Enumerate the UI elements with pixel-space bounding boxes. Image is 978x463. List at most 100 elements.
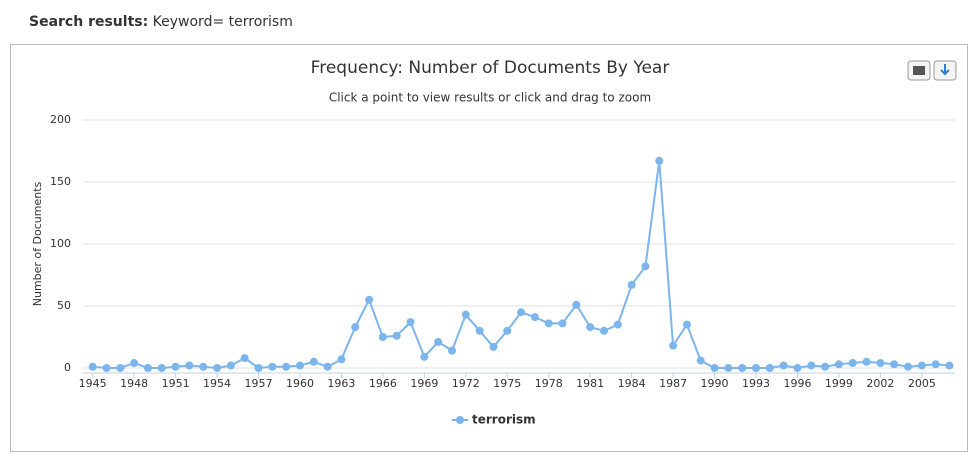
x-tick-label: 1993 <box>742 377 770 390</box>
data-point[interactable] <box>199 362 208 371</box>
data-point[interactable] <box>88 362 97 371</box>
data-point[interactable] <box>599 326 608 335</box>
data-point[interactable] <box>793 364 802 372</box>
data-point[interactable] <box>862 357 871 366</box>
data-point[interactable] <box>876 359 885 368</box>
data-point[interactable] <box>641 262 650 271</box>
y-tick-label: 200 <box>50 113 71 126</box>
data-point[interactable] <box>489 342 498 351</box>
print-button[interactable] <box>907 60 931 81</box>
header-label: Search results: <box>29 14 149 30</box>
data-point[interactable] <box>282 362 291 371</box>
data-point[interactable] <box>309 357 318 366</box>
data-point[interactable] <box>655 156 664 165</box>
data-point[interactable] <box>710 364 719 372</box>
header: Search results: Keyword= terrorism <box>29 14 293 30</box>
x-tick-label: 1963 <box>327 377 355 390</box>
x-tick-label: 2002 <box>866 377 894 390</box>
data-point[interactable] <box>765 364 774 372</box>
data-point[interactable] <box>834 360 843 369</box>
data-point[interactable] <box>475 326 484 335</box>
y-tick-label: 150 <box>50 175 71 188</box>
data-point[interactable] <box>558 319 567 328</box>
data-point[interactable] <box>254 364 263 372</box>
data-point[interactable] <box>821 362 830 371</box>
data-point[interactable] <box>116 364 125 372</box>
legend-label[interactable]: terrorism <box>472 413 536 427</box>
data-point[interactable] <box>945 361 954 370</box>
data-point[interactable] <box>185 361 194 370</box>
data-point[interactable] <box>613 320 622 329</box>
data-point[interactable] <box>696 356 705 365</box>
data-point[interactable] <box>102 364 111 372</box>
data-point[interactable] <box>917 361 926 370</box>
data-point[interactable] <box>724 364 733 372</box>
data-point[interactable] <box>627 280 636 289</box>
x-tick-label: 1975 <box>493 377 521 390</box>
data-point[interactable] <box>420 352 429 361</box>
data-point[interactable] <box>337 355 346 364</box>
x-tick-label: 1999 <box>825 377 853 390</box>
data-point[interactable] <box>904 362 913 371</box>
data-point[interactable] <box>779 361 788 370</box>
x-tick-label: 1966 <box>369 377 397 390</box>
data-point[interactable] <box>931 360 940 369</box>
data-point[interactable] <box>848 359 857 368</box>
data-point[interactable] <box>890 360 899 369</box>
y-axis-label: Number of Documents <box>31 181 44 306</box>
chart-container <box>10 44 968 452</box>
data-point[interactable] <box>530 313 539 322</box>
data-point[interactable] <box>586 323 595 332</box>
y-tick-label: 0 <box>64 361 71 374</box>
y-tick-label: 50 <box>57 299 71 312</box>
x-tick-label: 1987 <box>659 377 687 390</box>
x-tick-label: 1978 <box>535 377 563 390</box>
x-tick-label: 1957 <box>245 377 273 390</box>
legend-marker <box>456 416 464 424</box>
data-point[interactable] <box>738 364 747 372</box>
data-point[interactable] <box>544 319 553 328</box>
data-point[interactable] <box>226 361 235 370</box>
x-tick-label: 1960 <box>286 377 314 390</box>
data-point[interactable] <box>240 354 249 363</box>
data-point[interactable] <box>392 331 401 340</box>
data-point[interactable] <box>351 323 360 332</box>
x-tick-label: 1984 <box>618 377 646 390</box>
data-point[interactable] <box>682 320 691 329</box>
data-point[interactable] <box>268 362 277 371</box>
data-point[interactable] <box>130 359 139 368</box>
x-tick-label: 2005 <box>908 377 936 390</box>
data-point[interactable] <box>752 364 761 372</box>
data-point[interactable] <box>406 318 415 327</box>
data-point[interactable] <box>365 295 374 304</box>
query: Keyword= terrorism <box>152 14 293 30</box>
data-point[interactable] <box>434 337 443 346</box>
data-point[interactable] <box>807 361 816 370</box>
series-line <box>92 160 950 370</box>
download-button[interactable] <box>933 60 957 81</box>
data-point[interactable] <box>572 300 581 309</box>
x-tick-label: 1996 <box>783 377 811 390</box>
data-point[interactable] <box>171 362 180 371</box>
data-point[interactable] <box>517 308 526 317</box>
x-tick-label: 1951 <box>162 377 190 390</box>
data-point[interactable] <box>323 362 332 371</box>
data-point[interactable] <box>503 326 512 335</box>
data-point[interactable] <box>447 346 456 355</box>
chart-title: Frequency: Number of Documents By Year <box>311 58 670 78</box>
data-point[interactable] <box>295 361 304 370</box>
data-point[interactable] <box>157 364 166 372</box>
x-tick-label: 1981 <box>576 377 604 390</box>
data-point[interactable] <box>143 364 152 372</box>
data-point[interactable] <box>378 333 387 341</box>
data-point[interactable] <box>669 341 678 350</box>
chart-subtitle: Click a point to view results or click a… <box>329 91 651 105</box>
data-point[interactable] <box>213 364 222 372</box>
x-tick-label: 1954 <box>203 377 231 390</box>
x-tick-label: 1990 <box>701 377 729 390</box>
data-point[interactable] <box>461 310 470 319</box>
x-tick-label: 1972 <box>452 377 480 390</box>
x-tick-label: 1969 <box>410 377 438 390</box>
